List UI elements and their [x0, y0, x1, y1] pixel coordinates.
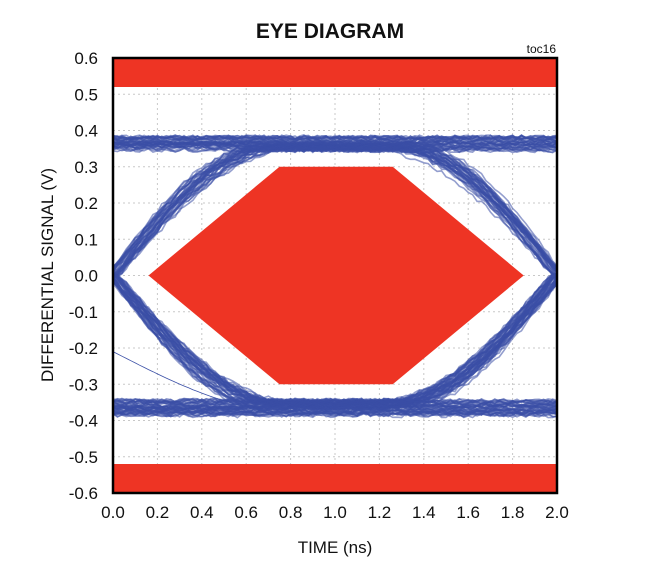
- x-tick-labels: 0.0 0.2 0.4 0.6 0.8 1.0 1.2 1.4 1.6 1.8 2.0: [101, 503, 569, 522]
- eye-trace: [112, 276, 558, 412]
- y-tick-label: 0.2: [74, 194, 98, 213]
- x-tick-label: 1.6: [456, 503, 480, 522]
- y-axis-label: DIFFERENTIAL SIGNAL (V): [38, 168, 57, 382]
- eye-traces: [112, 134, 558, 419]
- x-tick-label: 0.4: [190, 503, 214, 522]
- eye-trace: [112, 409, 558, 416]
- y-tick-label: -0.6: [69, 484, 98, 503]
- mask-top-band: [113, 58, 557, 87]
- x-tick-label: 1.4: [412, 503, 436, 522]
- x-tick-label: 2.0: [545, 503, 569, 522]
- eye-trace-stray: [112, 351, 331, 414]
- x-tick-label: 1.2: [368, 503, 392, 522]
- y-tick-label: -0.1: [69, 303, 98, 322]
- x-tick-label: 0.0: [101, 503, 125, 522]
- figure-tag: toc16: [527, 42, 557, 56]
- x-tick-label: 0.2: [146, 503, 170, 522]
- eye-trace: [112, 146, 558, 278]
- eye-trace: [112, 136, 558, 143]
- y-tick-labels: 0.6 0.5 0.4 0.3 0.2 0.1 0.0 -0.1 -0.2 -0.3 -0.4 -0.…: [69, 49, 98, 503]
- y-tick-label: -0.3: [69, 375, 98, 394]
- y-tick-label: -0.5: [69, 448, 98, 467]
- x-tick-label: 0.8: [279, 503, 303, 522]
- mask: [113, 58, 557, 493]
- y-tick-label: 0.3: [74, 158, 98, 177]
- y-tick-label: -0.2: [69, 339, 98, 358]
- x-axis-label: TIME (ns): [298, 538, 373, 557]
- y-tick-label: 0.1: [74, 230, 98, 249]
- mask-bottom-band: [113, 464, 557, 493]
- x-tick-label: 1.0: [323, 503, 347, 522]
- x-tick-label: 1.8: [501, 503, 525, 522]
- y-tick-label: 0.5: [74, 85, 98, 104]
- y-tick-label: -0.4: [69, 412, 98, 431]
- eye-trace: [112, 274, 558, 409]
- y-tick-label: 0.6: [74, 49, 98, 68]
- y-tick-label: 0.4: [74, 122, 98, 141]
- y-tick-label: 0.0: [74, 267, 98, 286]
- eye-trace: [112, 146, 558, 278]
- chart-title: EYE DIAGRAM: [256, 20, 404, 43]
- plot-frame: [111, 56, 559, 495]
- eye-trace: [112, 275, 558, 409]
- mask-hexagon: [148, 166, 524, 385]
- x-tick-label: 0.6: [234, 503, 258, 522]
